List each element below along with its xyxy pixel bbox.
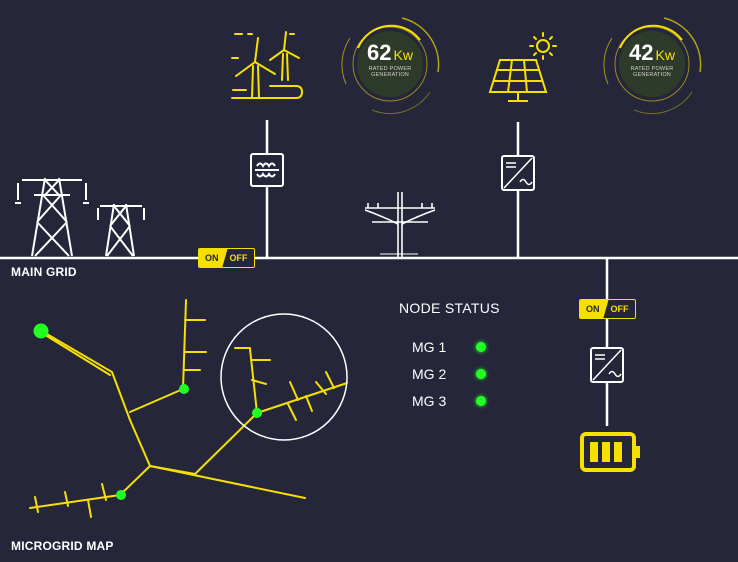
transformer-icon — [250, 153, 284, 187]
gauge-caption-2: GENERATION — [371, 72, 409, 78]
main-grid-label: MAIN GRID — [11, 265, 77, 279]
switch-on-label: ON — [199, 249, 228, 267]
wind-turbine-icon — [231, 31, 304, 99]
gauge-unit: Kw — [393, 47, 413, 63]
microgrid-map — [29, 299, 348, 518]
node-status-row: MG 2 — [412, 360, 492, 387]
inverter-icon — [590, 347, 624, 383]
map-node — [252, 408, 262, 418]
node-status-row: MG 1 — [412, 333, 492, 360]
transmission-tower-icon — [97, 203, 145, 257]
storage-switch[interactable]: ON OFF — [579, 299, 636, 319]
transmission-tower-icon — [15, 177, 89, 257]
inverter-icon — [501, 155, 535, 191]
node-label: MG 1 — [412, 338, 447, 355]
gauge-caption-2: GENERATION — [633, 72, 671, 78]
gauge-solar: 42 Kw RATED POWER GENERATION — [612, 40, 692, 78]
gauge-value: 62 — [367, 40, 392, 65]
node-label: MG 2 — [412, 365, 447, 382]
power-gauge-ring — [341, 17, 440, 114]
map-node — [33, 323, 49, 339]
map-node — [116, 490, 126, 500]
node-status-row: MG 3 — [412, 387, 492, 414]
node-status-title: NODE STATUS — [399, 300, 500, 316]
zoom-circle — [220, 313, 348, 441]
status-dot — [476, 395, 486, 406]
status-dot — [476, 341, 486, 352]
map-node — [179, 384, 189, 394]
node-label: MG 3 — [412, 392, 447, 409]
gauge-value: 42 — [629, 40, 654, 65]
switch-off-label: OFF — [229, 253, 248, 263]
switch-off-label: OFF — [610, 304, 629, 314]
gauge-caption-1: RATED POWER — [368, 66, 412, 72]
node-status-list: MG 1 MG 2 MG 3 — [412, 333, 492, 414]
status-dot — [476, 368, 486, 379]
gauge-caption-1: RATED POWER — [630, 66, 674, 72]
microgrid-map-label: MICROGRID MAP — [11, 539, 114, 553]
gauge-wind: 62 Kw RATED POWER GENERATION — [350, 40, 430, 78]
utility-pole-icon — [364, 192, 436, 258]
switch-on-label: ON — [580, 300, 609, 318]
solar-panel-icon — [488, 59, 548, 102]
sun-icon — [529, 32, 557, 60]
gauge-unit: Kw — [655, 47, 675, 63]
main-grid-switch[interactable]: ON OFF — [198, 248, 255, 268]
battery-icon — [580, 432, 640, 472]
power-gauge-ring — [603, 17, 702, 114]
